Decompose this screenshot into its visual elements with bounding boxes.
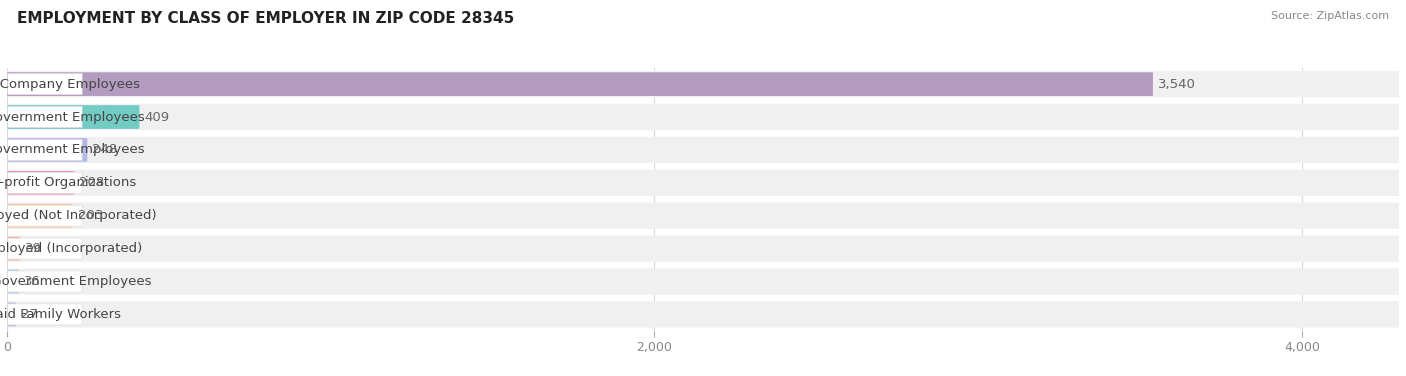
FancyBboxPatch shape: [7, 271, 82, 292]
FancyBboxPatch shape: [7, 139, 82, 161]
FancyBboxPatch shape: [7, 74, 82, 95]
Text: 27: 27: [21, 308, 38, 321]
FancyBboxPatch shape: [7, 170, 1399, 196]
FancyBboxPatch shape: [7, 171, 75, 195]
FancyBboxPatch shape: [7, 105, 139, 129]
FancyBboxPatch shape: [7, 270, 18, 293]
FancyBboxPatch shape: [7, 268, 1399, 295]
Text: EMPLOYMENT BY CLASS OF EMPLOYER IN ZIP CODE 28345: EMPLOYMENT BY CLASS OF EMPLOYER IN ZIP C…: [17, 11, 515, 26]
Text: Self-Employed (Not Incorporated): Self-Employed (Not Incorporated): [0, 209, 156, 222]
FancyBboxPatch shape: [7, 172, 82, 193]
Text: 36: 36: [24, 275, 41, 288]
Text: Unpaid Family Workers: Unpaid Family Workers: [0, 308, 121, 321]
FancyBboxPatch shape: [7, 106, 82, 127]
Text: Private Company Employees: Private Company Employees: [0, 77, 141, 91]
FancyBboxPatch shape: [7, 203, 1399, 229]
Text: 208: 208: [79, 176, 104, 190]
FancyBboxPatch shape: [7, 238, 82, 259]
FancyBboxPatch shape: [7, 72, 1153, 96]
Text: 248: 248: [93, 143, 118, 156]
Text: Local Government Employees: Local Government Employees: [0, 111, 145, 124]
Text: 203: 203: [77, 209, 103, 222]
FancyBboxPatch shape: [7, 237, 20, 261]
FancyBboxPatch shape: [7, 104, 1399, 130]
Text: Self-Employed (Incorporated): Self-Employed (Incorporated): [0, 242, 142, 255]
Text: 39: 39: [24, 242, 41, 255]
FancyBboxPatch shape: [7, 301, 1399, 327]
FancyBboxPatch shape: [7, 71, 1399, 97]
FancyBboxPatch shape: [7, 303, 15, 326]
FancyBboxPatch shape: [7, 138, 87, 162]
FancyBboxPatch shape: [7, 137, 1399, 163]
Text: State Government Employees: State Government Employees: [0, 143, 145, 156]
Text: Source: ZipAtlas.com: Source: ZipAtlas.com: [1271, 11, 1389, 21]
Text: Not-for-profit Organizations: Not-for-profit Organizations: [0, 176, 136, 190]
Text: 409: 409: [145, 111, 169, 124]
Text: 3,540: 3,540: [1157, 77, 1195, 91]
FancyBboxPatch shape: [7, 204, 73, 227]
Text: Federal Government Employees: Federal Government Employees: [0, 275, 152, 288]
FancyBboxPatch shape: [7, 205, 82, 226]
FancyBboxPatch shape: [7, 304, 82, 325]
FancyBboxPatch shape: [7, 235, 1399, 262]
